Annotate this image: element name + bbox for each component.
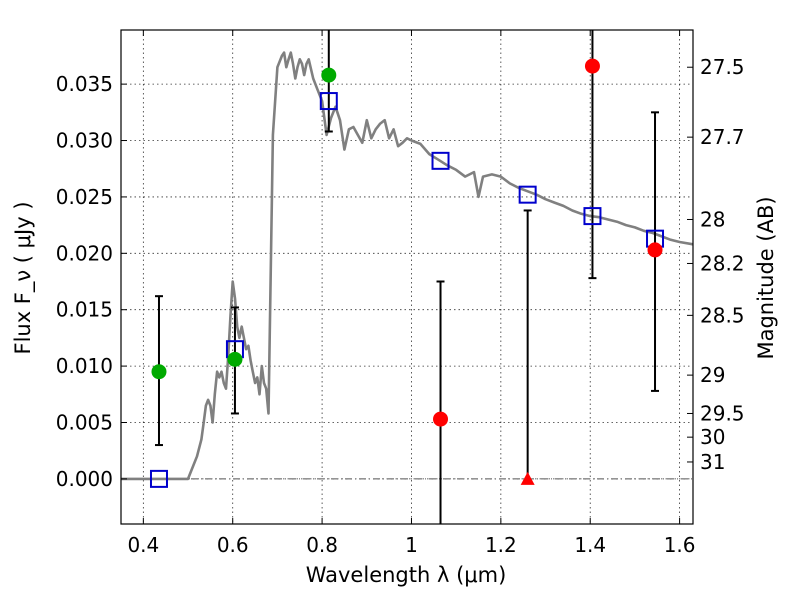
y-tick-label: 0.030: [56, 129, 113, 153]
right-tick-label: 28: [700, 207, 725, 231]
red-point: [647, 242, 663, 258]
model-box-marker: [583, 207, 602, 226]
right-tick-label: 28.5: [700, 303, 745, 327]
markers: [149, 58, 665, 488]
right-tick-label: 29.5: [700, 401, 745, 425]
y-tick-label: 0.005: [56, 410, 113, 434]
y-tick-label: 0.020: [56, 241, 113, 265]
y-axis-title-left: Flux F_ν ( μJy ): [11, 201, 36, 354]
red-point: [433, 411, 449, 427]
x-tick-label: 1.4: [574, 533, 606, 557]
green-point: [151, 364, 167, 380]
error-bars: [154, 30, 660, 524]
right-tick-label: 29: [700, 363, 725, 387]
right-tick-label: 28.2: [700, 251, 745, 275]
y-axis-title-right: Magnitude (AB): [754, 196, 778, 359]
right-tick-label: 30: [700, 425, 725, 449]
right-tick-label: 27.7: [700, 125, 745, 149]
upper-limit-triangle: [520, 471, 535, 485]
green-point: [321, 67, 337, 83]
grid: [121, 30, 693, 524]
x-axis: 0.4 0.6 0.8 1 1.2 1.4 1.6: [127, 30, 696, 557]
y-tick-label: 0.035: [56, 72, 113, 96]
x-axis-title: Wavelength λ (μm): [306, 563, 507, 587]
model-box-marker: [319, 92, 338, 111]
green-point: [227, 351, 243, 367]
plot-frame: [120, 29, 694, 525]
y-tick-label: 0.000: [56, 467, 113, 491]
model-box-marker: [518, 185, 537, 204]
x-tick-label: 1: [405, 533, 418, 557]
right-tick-label: 31: [700, 450, 725, 474]
y-tick-label: 0.010: [56, 354, 113, 378]
y-tick-label: 0.015: [56, 298, 113, 322]
model-box-marker: [431, 151, 450, 170]
red-point: [584, 58, 600, 74]
x-tick-label: 1.2: [485, 533, 517, 557]
sed-series: [121, 51, 694, 481]
x-tick-label: 1.6: [664, 533, 696, 557]
y-tick-label: 0.025: [56, 185, 113, 209]
x-tick-label: 0.8: [306, 533, 338, 557]
x-tick-label: 0.4: [127, 533, 159, 557]
sed-line: [121, 51, 694, 481]
model-box-marker: [149, 469, 168, 488]
right-tick-label: 27.5: [700, 55, 745, 79]
x-tick-label: 0.6: [217, 533, 249, 557]
y-axis-left: 0.000 0.005 0.010 0.015 0.020 0.025 0.030 0.035: [56, 72, 127, 491]
